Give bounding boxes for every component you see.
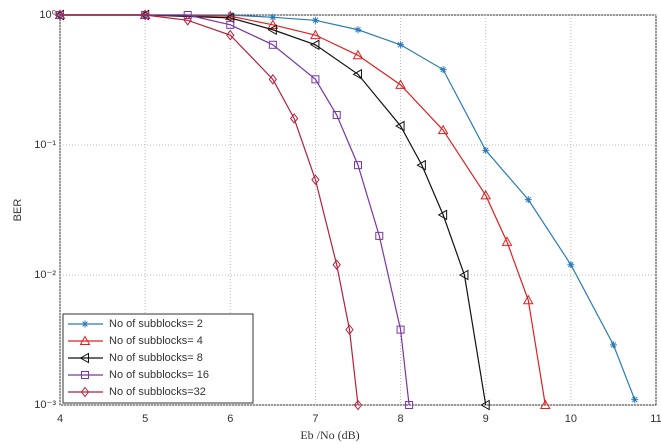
marker <box>183 15 192 26</box>
marker <box>396 325 405 334</box>
marker <box>268 74 277 85</box>
marker <box>226 20 235 29</box>
marker <box>395 120 405 132</box>
marker <box>375 231 384 240</box>
legend-label: No of subblocks=32 <box>109 386 206 398</box>
legend-label: No of subblocks= 2 <box>109 318 203 330</box>
marker <box>631 396 639 404</box>
legend-marker <box>81 320 89 328</box>
marker <box>395 79 406 89</box>
series-line <box>60 14 546 406</box>
x-tick-label: 4 <box>57 413 63 425</box>
marker <box>311 174 320 186</box>
marker <box>397 41 405 49</box>
marker <box>354 26 362 34</box>
x-axis-label: Eb /No (dB) <box>300 428 359 442</box>
marker <box>352 68 362 80</box>
marker <box>353 399 363 411</box>
marker <box>416 159 426 171</box>
x-tick-label: 11 <box>650 413 661 425</box>
x-tick-label: 5 <box>142 413 148 425</box>
series-line <box>60 14 359 406</box>
marker <box>332 111 341 120</box>
y-tick-label: 10⁻¹ <box>34 139 56 151</box>
marker <box>482 146 490 154</box>
marker <box>345 324 354 335</box>
x-tick-label: 8 <box>398 413 404 425</box>
legend-label: No of subblocks= 8 <box>109 352 203 364</box>
marker <box>354 161 362 170</box>
marker <box>480 189 492 200</box>
marker <box>267 24 277 36</box>
marker <box>405 401 414 409</box>
marker <box>183 11 192 19</box>
marker <box>458 269 469 281</box>
y-axis-label: BER <box>12 199 24 222</box>
marker <box>269 13 277 21</box>
marker <box>439 66 447 74</box>
legend-marker <box>80 386 90 398</box>
x-tick-label: 10 <box>565 413 577 425</box>
series-line <box>60 14 487 406</box>
marker <box>311 16 319 24</box>
x-tick-label: 9 <box>483 413 489 425</box>
marker <box>437 209 448 221</box>
series-line <box>60 14 410 406</box>
marker <box>310 29 321 40</box>
legend-marker <box>79 352 89 364</box>
legend-marker <box>81 371 89 379</box>
marker <box>55 9 65 21</box>
marker <box>539 399 551 409</box>
legend-label: No of subblocks= 16 <box>109 369 209 381</box>
marker <box>480 399 490 411</box>
marker <box>524 196 532 204</box>
marker <box>290 113 299 124</box>
marker <box>332 259 341 271</box>
marker <box>501 236 513 246</box>
marker <box>224 12 235 24</box>
x-tick-label: 7 <box>312 413 318 425</box>
y-tick-label: 10⁰ <box>39 9 56 21</box>
marker <box>267 19 279 29</box>
marker <box>224 10 236 21</box>
marker <box>609 341 617 349</box>
legend-box <box>62 313 254 404</box>
marker <box>309 39 320 51</box>
legend-marker <box>79 335 91 345</box>
marker <box>437 124 449 135</box>
marker <box>522 294 534 305</box>
y-tick-label: 10⁻³ <box>34 399 56 411</box>
marker <box>567 261 575 269</box>
marker <box>268 40 277 49</box>
x-tick-label: 6 <box>227 413 233 425</box>
marker <box>141 9 150 21</box>
marker <box>311 75 320 84</box>
marker <box>226 29 235 41</box>
marker <box>352 49 364 60</box>
y-tick-label: 10⁻² <box>34 269 56 281</box>
legend-label: No of subblocks= 4 <box>109 335 203 347</box>
